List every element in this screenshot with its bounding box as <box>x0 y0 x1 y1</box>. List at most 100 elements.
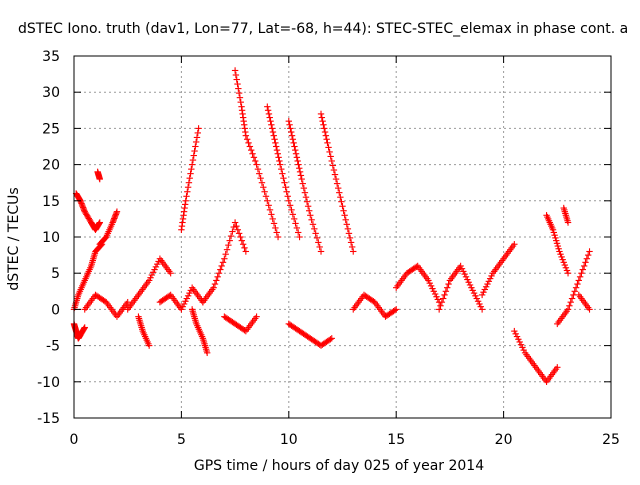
data-point <box>166 292 173 300</box>
data-point <box>350 248 357 255</box>
data-point <box>187 170 194 177</box>
data-point <box>192 138 200 146</box>
data-point <box>460 268 467 275</box>
data-point <box>227 232 235 240</box>
data-point <box>96 175 103 183</box>
y-tick-label: 10 <box>42 230 60 246</box>
data-point <box>346 234 354 242</box>
data-point <box>340 207 347 214</box>
data-point <box>457 262 464 270</box>
data-point <box>578 270 585 277</box>
data-point <box>442 288 450 295</box>
data-point <box>583 255 591 262</box>
x-tick-label: 10 <box>280 432 298 448</box>
data-point <box>575 277 582 284</box>
data-point <box>315 239 322 246</box>
data-point <box>186 174 193 182</box>
data-point <box>431 290 439 298</box>
data-point <box>332 175 340 183</box>
data-point <box>513 333 521 340</box>
data-point <box>218 262 225 270</box>
data-point <box>271 136 278 143</box>
data-point <box>517 341 525 348</box>
x-tick-label: 20 <box>495 432 513 448</box>
data-point <box>188 161 196 168</box>
y-tick-label: 0 <box>51 302 60 318</box>
data-point <box>278 165 285 173</box>
data-point <box>426 279 433 287</box>
data-point <box>564 306 572 313</box>
data-point <box>194 129 201 137</box>
data-point <box>124 298 131 306</box>
data-point <box>151 266 158 273</box>
data-point <box>553 237 560 244</box>
data-point <box>555 245 562 252</box>
data-point <box>290 215 298 223</box>
data-point <box>482 283 490 290</box>
data-point <box>257 174 264 182</box>
data-point <box>393 306 400 313</box>
data-point <box>184 292 192 300</box>
data-point <box>96 219 103 226</box>
data-point <box>329 162 337 169</box>
data-point <box>272 143 280 150</box>
data-point <box>225 241 232 249</box>
data-point <box>230 223 237 231</box>
data-point <box>203 349 211 357</box>
y-tick-label: 25 <box>42 121 60 137</box>
x-tick-label: 25 <box>602 432 620 448</box>
data-point <box>322 132 330 139</box>
data-point <box>438 298 446 306</box>
data-point <box>234 226 241 233</box>
data-point <box>265 202 272 209</box>
data-point <box>187 287 194 294</box>
data-point <box>155 258 162 265</box>
data-point <box>81 324 88 331</box>
data-point <box>253 161 260 168</box>
data-point <box>579 266 587 273</box>
data-point <box>284 193 291 200</box>
data-point <box>302 193 310 201</box>
data-point <box>427 282 435 290</box>
data-point <box>250 154 258 161</box>
x-tick-label: 15 <box>387 432 405 448</box>
x-tick-labels: 0 5 10 15 20 25 <box>70 432 620 448</box>
data-point <box>323 136 330 143</box>
data-point <box>429 285 436 292</box>
data-point <box>462 273 470 281</box>
data-point <box>222 250 229 258</box>
data-point <box>150 269 157 276</box>
data-point <box>300 184 308 192</box>
data-point <box>223 246 231 253</box>
data-point <box>465 279 472 286</box>
data-point <box>488 272 495 280</box>
data-point <box>270 220 278 227</box>
data-point <box>293 154 301 161</box>
data-point <box>235 230 243 237</box>
data-point <box>274 150 281 157</box>
data-point <box>297 172 305 179</box>
data-point <box>249 150 256 157</box>
data-point <box>515 336 522 343</box>
data-point <box>571 288 578 295</box>
data-point <box>558 253 565 261</box>
data-point <box>268 211 275 218</box>
data-point <box>561 261 569 269</box>
data-point <box>345 230 353 237</box>
data-point <box>195 125 202 132</box>
data-point <box>304 203 312 210</box>
data-point <box>370 298 377 305</box>
data-point <box>333 180 341 187</box>
data-point <box>292 220 299 227</box>
data-point <box>242 132 250 139</box>
data-point <box>519 344 526 351</box>
data-point <box>188 165 195 173</box>
data-point <box>473 295 480 302</box>
data-point <box>486 275 494 282</box>
data-point <box>226 237 233 244</box>
data-point <box>269 215 276 223</box>
data-point <box>189 156 197 164</box>
data-point <box>434 296 442 303</box>
data-point <box>325 144 332 151</box>
